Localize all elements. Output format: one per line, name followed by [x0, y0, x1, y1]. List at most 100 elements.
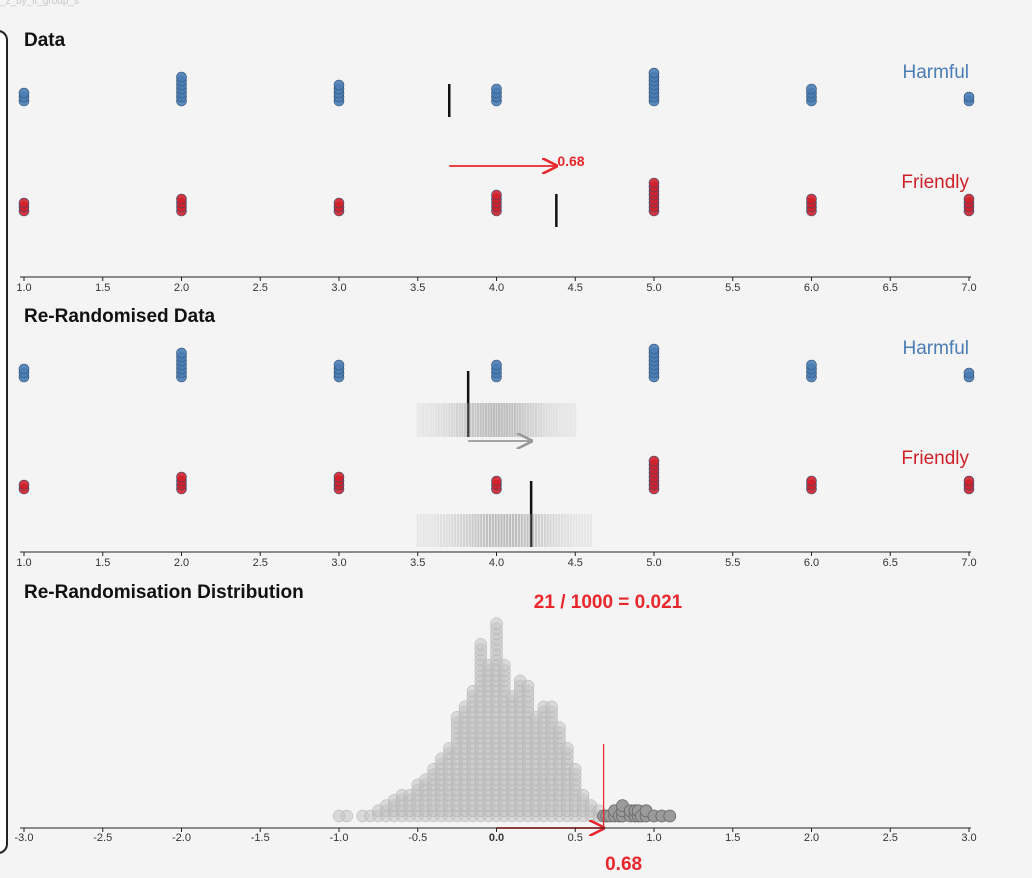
data-point-stack [648, 343, 660, 383]
data-point [491, 475, 502, 487]
data-point [333, 471, 345, 483]
data-point-stack [176, 471, 187, 495]
data-point [648, 455, 660, 467]
data-point-stack [333, 197, 345, 217]
x-axis: -3.0 -2.5 -2.0 -1.5 -1.0 -0.5 0.0 0.5 1.0 1.5 2.0 2… [15, 827, 977, 844]
data-point-stack [491, 475, 502, 495]
x-tick-label: 2.0 [174, 282, 189, 294]
dotplot-panel-0: Data Harmful Friendly 1.0 1.5 2.0 2.5 3.0 3.5 4.0… [16, 30, 976, 294]
x-tick-label: 3.5 [410, 282, 425, 294]
x-tick-label: 2.5 [253, 557, 268, 569]
x-tick-label: 1.5 [725, 832, 740, 844]
data-point [648, 177, 660, 189]
data-point-stack [333, 79, 345, 107]
extreme-diff-point [663, 809, 677, 823]
x-tick-label: 3.0 [331, 282, 346, 294]
data-point-stack [806, 83, 817, 107]
data-point-stack [333, 471, 345, 495]
data-point-stack [176, 193, 187, 217]
data-point [963, 193, 975, 205]
x-tick-label: 1.5 [95, 557, 110, 569]
data-point-stack [648, 177, 660, 217]
data-point [963, 91, 975, 103]
group-label-harmful: Harmful [902, 338, 969, 359]
rerandomised-diff-point [498, 658, 511, 672]
data-point-stack [963, 475, 975, 495]
data-point-stack [491, 359, 502, 383]
data-point [491, 189, 502, 201]
x-tick-label: -1.0 [330, 832, 349, 844]
data-point [806, 359, 817, 371]
data-point [806, 83, 817, 95]
rerandomised-diff-point [569, 762, 582, 776]
x-tick-label: 0.5 [568, 832, 583, 844]
data-point [333, 197, 345, 209]
data-point [333, 79, 345, 91]
group-label-friendly: Friendly [901, 172, 969, 193]
x-tick-label: 2.0 [174, 557, 189, 569]
difference-value-label: 0.68 [557, 153, 584, 169]
data-point-stack [806, 193, 817, 217]
x-tick-label: 3.5 [410, 557, 425, 569]
data-point-stack [648, 455, 660, 495]
x-tick-label: -2.5 [93, 832, 112, 844]
data-point [963, 367, 975, 379]
x-tick-label: 3.0 [331, 557, 346, 569]
data-point [18, 87, 30, 99]
x-tick-label: 5.5 [725, 282, 740, 294]
rerandomised-diff-point [474, 638, 487, 651]
x-tick-label: 4.5 [568, 282, 583, 294]
data-point-stack [648, 67, 660, 107]
x-tick-label: 2.5 [253, 282, 268, 294]
panel-title: Re-Randomisation Distribution [24, 582, 304, 603]
top-cropped-text: _z_by_it_group_s [0, 0, 79, 7]
data-point-stack [963, 193, 975, 217]
x-tick-label: 1.0 [16, 557, 31, 569]
x-tick-label: 4.5 [568, 557, 583, 569]
data-point [176, 347, 187, 359]
rerandomised-means-band [416, 403, 577, 437]
rerandomised-diff-point [490, 617, 503, 630]
x-axis: 1.0 1.5 2.0 2.5 3.0 3.5 4.0 4.5 5.0 5.5 6.0 6.5 7.0 [16, 276, 977, 294]
data-point-stack [18, 87, 30, 107]
data-point [18, 363, 30, 375]
x-tick-label: 1.0 [646, 832, 661, 844]
data-point-stack [18, 479, 30, 495]
data-point-stack [18, 363, 30, 383]
x-tick-label: 5.5 [725, 557, 740, 569]
data-point-stack [491, 189, 502, 217]
x-tick-label: 7.0 [961, 282, 976, 294]
distribution-panel: Re-Randomisation Distribution 0.68 21 / 10… [15, 582, 977, 875]
x-tick-label: 1.0 [16, 282, 31, 294]
data-point-stack [963, 367, 975, 383]
rerandomised-diff-point [553, 721, 566, 734]
x-tick-label: 7.0 [961, 557, 976, 569]
data-point [806, 193, 817, 205]
data-point [18, 197, 30, 209]
x-tick-label: 0.0 [489, 832, 504, 844]
x-tick-label: -0.5 [408, 832, 427, 844]
data-point [648, 343, 660, 355]
x-tick-label: 1.5 [95, 282, 110, 294]
x-tick-label: 2.5 [883, 832, 898, 844]
observed-value-label: 0.68 [605, 854, 642, 875]
x-tick-label: -1.5 [251, 832, 270, 844]
x-tick-label: 6.5 [883, 282, 898, 294]
data-point [333, 359, 345, 371]
x-tick-label: 5.0 [646, 557, 661, 569]
dotplot-panel-1: Re-Randomised Data Harmful Friendly 1.0 1.5 2… [16, 306, 976, 569]
x-tick-label: 4.0 [489, 282, 504, 294]
data-point [18, 479, 30, 491]
data-point-stack [963, 91, 975, 107]
data-point [176, 193, 187, 205]
rerandomised-diff-point [561, 742, 574, 755]
data-point-stack [176, 71, 187, 107]
rerandomised-diff-point [545, 700, 558, 714]
p-value-label: 21 / 1000 = 0.021 [534, 592, 683, 613]
group-label-friendly: Friendly [901, 448, 969, 469]
rerandomised-means-band [416, 514, 593, 547]
x-tick-label: 4.0 [489, 557, 504, 569]
x-axis: 1.0 1.5 2.0 2.5 3.0 3.5 4.0 4.5 5.0 5.5 6.0 6.5 7.0 [16, 551, 977, 569]
rerandomised-diff-point [521, 679, 535, 693]
